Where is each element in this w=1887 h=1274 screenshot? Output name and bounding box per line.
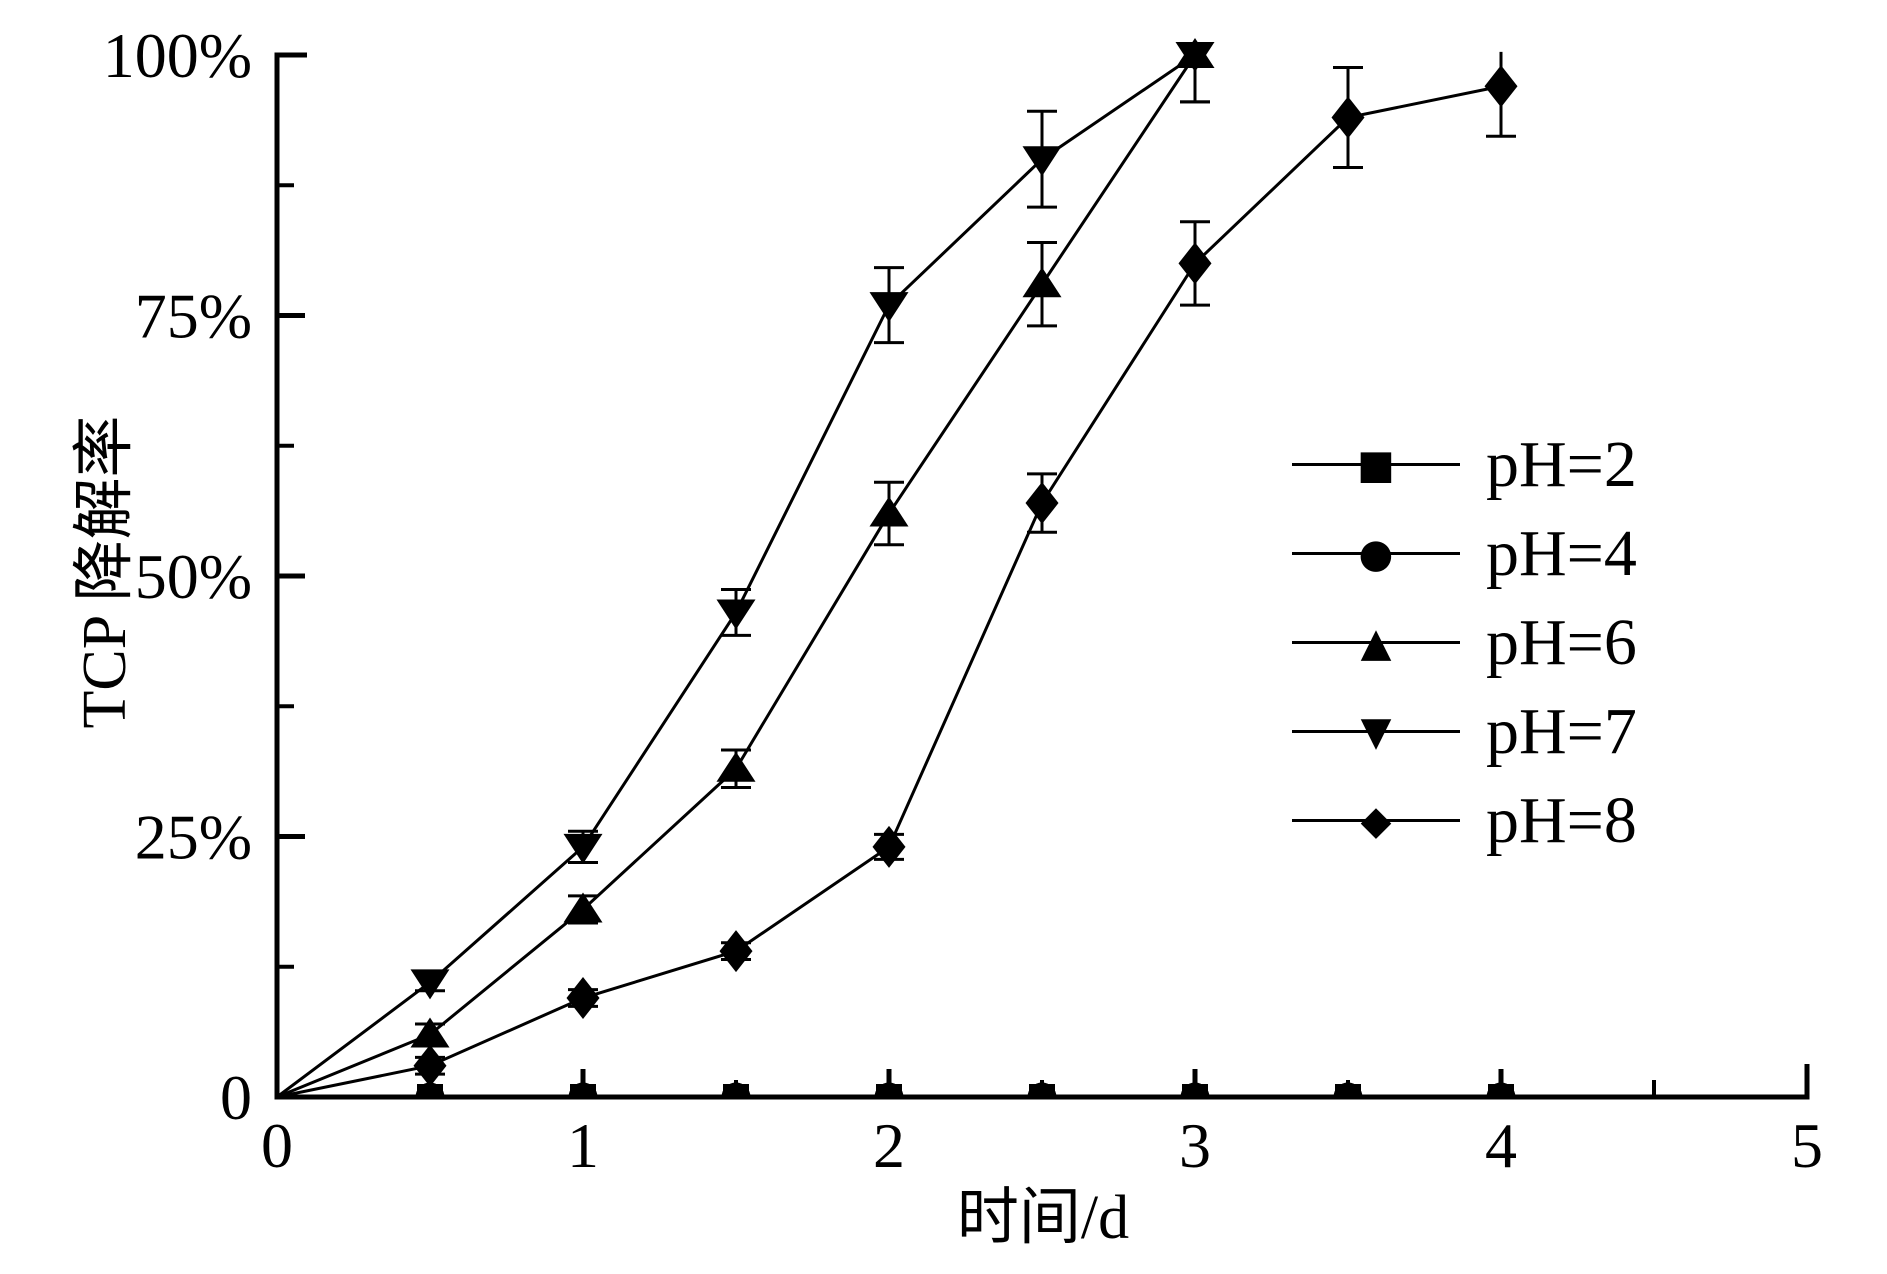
series-ph-6 — [276, 38, 1215, 1097]
legend-line — [1292, 462, 1460, 466]
x-tick-label: 4 — [1485, 1110, 1517, 1181]
marker-diamond — [413, 1044, 447, 1087]
series-ph-8 — [276, 51, 1518, 1097]
marker-triangle-up — [869, 496, 909, 527]
marker-triangle-up — [716, 751, 756, 782]
legend-line — [1292, 640, 1460, 644]
marker-triangle-down — [869, 292, 909, 323]
marker-diamond — [719, 930, 753, 973]
y-tick-label: 75% — [135, 281, 252, 352]
legend-label: pH=4 — [1486, 516, 1637, 590]
marker-circle — [721, 1082, 751, 1097]
y-tick-label: 0 — [220, 1062, 252, 1133]
marker-triangle-down — [1175, 42, 1215, 72]
x-tick-label: 1 — [567, 1110, 599, 1181]
marker-triangle-down — [563, 833, 603, 864]
marker-triangle-down — [410, 969, 450, 1000]
marker-triangle-down — [1022, 146, 1062, 177]
legend-line — [1292, 818, 1460, 822]
marker-diamond — [1025, 482, 1059, 525]
legend-label: pH=8 — [1486, 783, 1637, 857]
marker-triangle-up — [1022, 267, 1062, 298]
plot-area — [276, 38, 1518, 1097]
series-ph-7 — [276, 42, 1215, 1097]
circle-marker-icon: ● — [1358, 530, 1394, 577]
legend-line — [1292, 551, 1460, 555]
tick-labels: 0 1 2 3 4 5 0 25% 50% 75% 100% — [103, 20, 1823, 1181]
marker-circle — [1486, 1082, 1516, 1097]
legend-item-ph-2: ■ pH=2 — [1292, 420, 1637, 509]
x-tick-label: 0 — [261, 1110, 293, 1181]
legend-swatch: ■ — [1292, 443, 1460, 487]
legend-swatch: ● — [1292, 532, 1460, 576]
legend-item-ph-6: ▲ pH=6 — [1292, 598, 1637, 687]
y-tick-label: 50% — [135, 541, 252, 612]
legend-line — [1292, 729, 1460, 733]
legend-swatch: ▲ — [1292, 621, 1460, 665]
marker-diamond — [566, 977, 600, 1020]
x-tick-label: 2 — [873, 1110, 905, 1181]
marker-diamond — [1331, 96, 1365, 139]
x-axis-title: 时间/d — [956, 1184, 1130, 1252]
marker-diamond — [872, 825, 906, 868]
triangle-up-marker-icon: ▲ — [1360, 619, 1392, 666]
square-marker-icon: ■ — [1357, 441, 1395, 488]
marker-circle — [568, 1082, 598, 1097]
legend-label: pH=6 — [1486, 605, 1637, 679]
triangle-down-marker-icon: ▼ — [1360, 708, 1392, 755]
marker-circle — [1333, 1082, 1363, 1097]
marker-triangle-up — [410, 1017, 450, 1048]
marker-circle — [415, 1082, 445, 1097]
marker-circle — [1027, 1082, 1057, 1097]
y-axis-title: TCP 降解率 — [71, 415, 139, 729]
legend-item-ph-7: ▼ pH=7 — [1292, 687, 1637, 776]
legend-label: pH=2 — [1486, 427, 1637, 501]
y-tick-label: 100% — [103, 20, 252, 91]
marker-diamond — [1484, 65, 1518, 108]
legend: ■ pH=2 ● pH=4 ▲ pH=6 ▼ pH=7 — [1292, 420, 1637, 865]
legend-swatch: ◆ — [1292, 799, 1460, 843]
marker-triangle-up — [563, 892, 603, 923]
series-ph-4 — [415, 1082, 1516, 1097]
marker-circle — [1180, 1082, 1210, 1097]
y-tick-label: 25% — [135, 802, 252, 873]
legend-item-ph-4: ● pH=4 — [1292, 509, 1637, 598]
legend-item-ph-8: ◆ pH=8 — [1292, 776, 1637, 865]
marker-circle — [874, 1082, 904, 1097]
x-tick-label: 3 — [1179, 1110, 1211, 1181]
marker-diamond — [1178, 242, 1212, 285]
x-tick-label: 5 — [1791, 1110, 1823, 1181]
marker-triangle-down — [716, 599, 756, 630]
legend-swatch: ▼ — [1292, 710, 1460, 754]
diamond-marker-icon: ◆ — [1360, 797, 1392, 844]
legend-label: pH=7 — [1486, 694, 1637, 768]
